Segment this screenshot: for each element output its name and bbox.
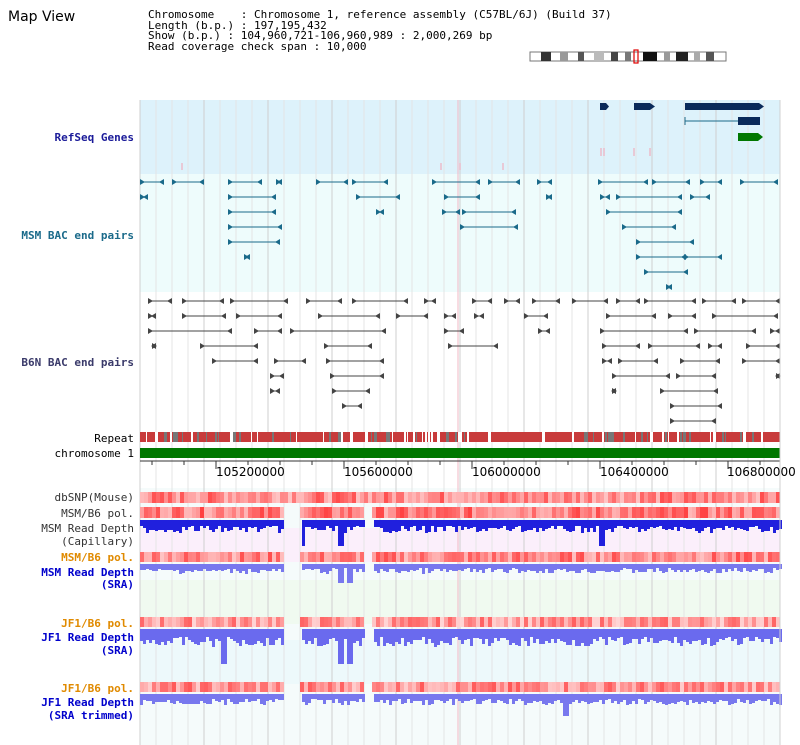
repeat-label: Repeat — [94, 432, 134, 445]
b6n-bac-pairs[interactable] — [148, 298, 781, 424]
tick-label-2: 105600000 — [344, 465, 413, 479]
msm-b6-pol-label-2: MSM/B6 pol. — [61, 551, 134, 564]
depth-tracks[interactable] — [140, 520, 782, 716]
tick-label-5: 106800000 — [727, 465, 796, 479]
refseq-genes[interactable] — [181, 103, 764, 170]
b6n-bac-label: B6N BAC end pairs — [21, 356, 134, 369]
tick-label-4: 106400000 — [600, 465, 669, 479]
chromosome-line: Chromosome : Chromosome 1, reference ass… — [148, 8, 612, 21]
jf1-depth-trimmed-label-1: JF1 Read Depth — [41, 696, 134, 709]
msm-bac-label: MSM BAC end pairs — [21, 229, 134, 242]
dbsnp-label: dbSNP(Mouse) — [54, 491, 134, 504]
chromosome-bar — [140, 448, 780, 458]
tick-label-3: 106000000 — [472, 465, 541, 479]
chromosome-info: Chromosome : Chromosome 1, reference ass… — [148, 8, 612, 53]
jf1-depth-sra-label-2: (SRA) — [100, 644, 134, 657]
repeat-track[interactable] — [140, 432, 780, 442]
msm-depth-capillary-label-2: (Capillary) — [61, 535, 134, 548]
ideogram-position-marker — [633, 49, 639, 64]
msm-depth-sra-label-2: (SRA) — [100, 578, 134, 591]
heat-tracks[interactable] — [140, 492, 780, 692]
show-line: Show (b.p.) : 104,960,721-106,960,989 : … — [148, 29, 493, 42]
msm-b6-pol-label-1: MSM/B6 pol. — [61, 507, 134, 520]
msm-depth-sra-label-1: MSM Read Depth — [41, 566, 134, 579]
length-line: Length (b.p.) : 197,195,432 — [148, 18, 327, 32]
msm-bac-pairs[interactable] — [140, 179, 778, 290]
position-ruler — [140, 460, 780, 469]
chromosome-ideogram[interactable] — [529, 49, 727, 64]
jf1-depth-trimmed-label-2: (SRA trimmed) — [47, 709, 134, 722]
tick-label-1: 105200000 — [216, 465, 285, 479]
refseq-genes-label: RefSeq Genes — [54, 131, 134, 144]
jf1-b6-pol-label-1: JF1/B6 pol. — [61, 617, 134, 630]
coverage-span-line: Read coverage check span : 10,000 — [148, 39, 367, 53]
jf1-b6-pol-label-2: JF1/B6 pol. — [61, 682, 134, 695]
jf1-depth-sra-label-1: JF1 Read Depth — [41, 631, 134, 644]
map-view-title: Map View — [8, 9, 76, 25]
chromosome-label: chromosome 1 — [54, 447, 134, 460]
msm-depth-capillary-label-1: MSM Read Depth — [41, 522, 134, 535]
